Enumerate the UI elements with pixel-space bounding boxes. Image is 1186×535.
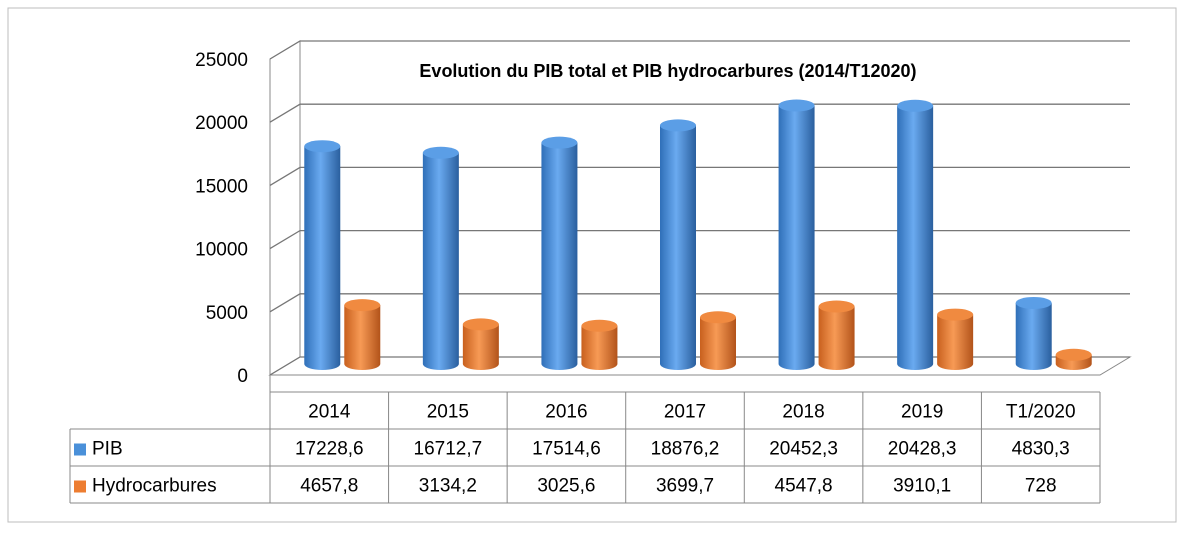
table-value: 17228,6 [295, 439, 364, 460]
y-tick-label: 15000 [195, 176, 248, 197]
y-tick-label: 10000 [195, 240, 248, 261]
bar-top [1055, 348, 1092, 361]
grid-line [269, 40, 1130, 60]
legend-label: Hydrocarbures [92, 476, 217, 497]
table-value: 3025,6 [537, 476, 595, 497]
bar-top [818, 300, 855, 313]
bar [422, 152, 459, 370]
bar [581, 325, 618, 370]
table-value: 17514,6 [532, 439, 601, 460]
grid-line [269, 229, 1130, 250]
bar [937, 314, 974, 370]
legend-swatch [74, 443, 86, 456]
table-value: 18876,2 [651, 439, 720, 460]
legend-swatch [74, 480, 86, 493]
bar-top [581, 319, 618, 332]
table-value: 20452,3 [769, 439, 838, 460]
x-tick-label: 2018 [782, 402, 824, 423]
y-tick-label: 20000 [195, 113, 248, 134]
bar [660, 125, 696, 370]
bar [1015, 302, 1052, 370]
grid-line [269, 103, 1130, 123]
y-tick-label: 0 [237, 366, 248, 387]
table-value: 4830,3 [1012, 439, 1070, 460]
y-tick-label: 25000 [195, 50, 248, 71]
bar [897, 105, 934, 370]
bar-top [937, 308, 974, 321]
bar-top [660, 119, 696, 132]
x-tick-label: 2014 [308, 402, 351, 423]
x-tick-label: T1/2020 [1006, 402, 1076, 423]
table-value: 16712,7 [414, 439, 483, 460]
table-value: 3134,2 [419, 476, 477, 497]
grid-line [269, 166, 1130, 186]
bar [344, 305, 381, 370]
x-tick-label: 2017 [664, 402, 706, 423]
bar [700, 317, 736, 370]
bar-top [344, 299, 381, 312]
table-value: 3910,1 [893, 476, 951, 497]
x-tick-label: 2016 [545, 402, 587, 423]
bar-top [897, 99, 934, 112]
bar-top [541, 136, 578, 149]
table-value: 20428,3 [888, 439, 957, 460]
bar-top [700, 311, 736, 324]
bar-top [422, 146, 459, 159]
bar-top [462, 318, 499, 331]
grid-line [269, 293, 1130, 313]
bar [818, 306, 855, 370]
bar [778, 105, 815, 371]
table-value: 728 [1025, 476, 1057, 497]
bar-top [1015, 296, 1052, 309]
x-tick-label: 2019 [901, 402, 943, 423]
bar [462, 324, 499, 370]
bar-top [304, 140, 341, 153]
table-value: 4547,8 [775, 476, 833, 497]
table-value: 4657,8 [300, 476, 358, 497]
chart-title: Evolution du PIB total et PIB hydrocarbu… [419, 61, 916, 81]
bar-top [778, 99, 815, 112]
table-value: 3699,7 [656, 476, 714, 497]
y-tick-label: 5000 [206, 303, 248, 324]
bar [304, 146, 341, 370]
x-tick-label: 2015 [427, 402, 469, 423]
legend-label: PIB [92, 439, 123, 460]
bar [541, 142, 578, 370]
